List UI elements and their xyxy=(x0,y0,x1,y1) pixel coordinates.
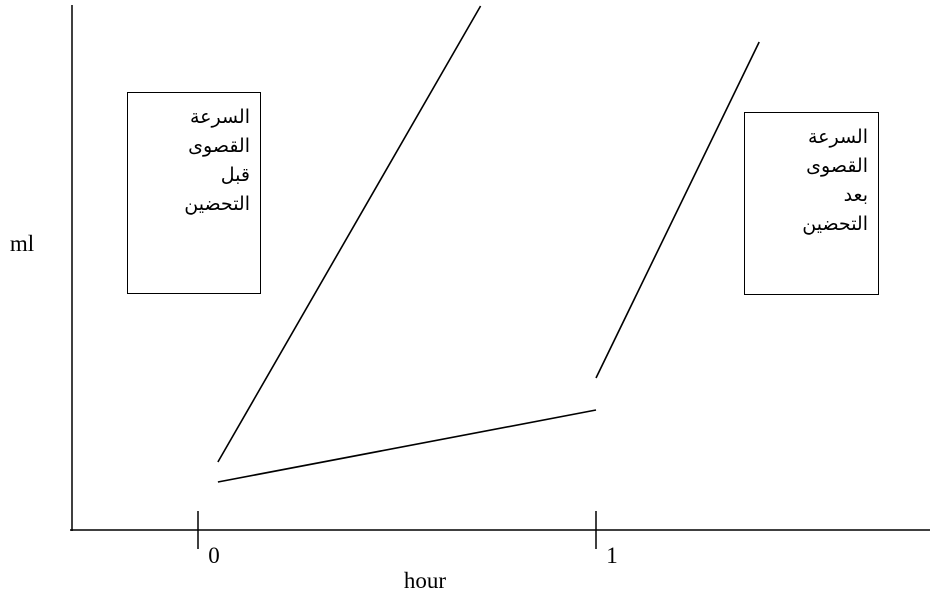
series-lines xyxy=(217,5,760,483)
series-line-3 xyxy=(595,41,760,379)
annotation-after-incubation: السرعة القصوى بعد التحضين xyxy=(744,112,879,295)
annotation-before-incubation: السرعة القصوى قبل التحضين xyxy=(127,92,261,294)
annotation-line: بعد xyxy=(843,184,868,206)
annotation-line: التحضين xyxy=(184,193,250,215)
annotation-line: القصوى xyxy=(188,135,250,157)
x-tick-label: 0 xyxy=(208,543,220,568)
x-tick-label: 1 xyxy=(606,543,618,568)
annotation-line: السرعة xyxy=(189,106,250,128)
series-line-2 xyxy=(217,409,597,483)
annotation-line: قبل xyxy=(220,164,250,186)
y-axis-label: ml xyxy=(10,231,34,256)
annotation-line: السرعة xyxy=(807,126,868,148)
axes xyxy=(70,5,930,531)
x-axis-label: hour xyxy=(404,568,447,593)
series-line-1 xyxy=(217,5,482,463)
annotation-line: التحضين xyxy=(802,213,868,235)
annotation-line: القصوى xyxy=(806,155,868,177)
